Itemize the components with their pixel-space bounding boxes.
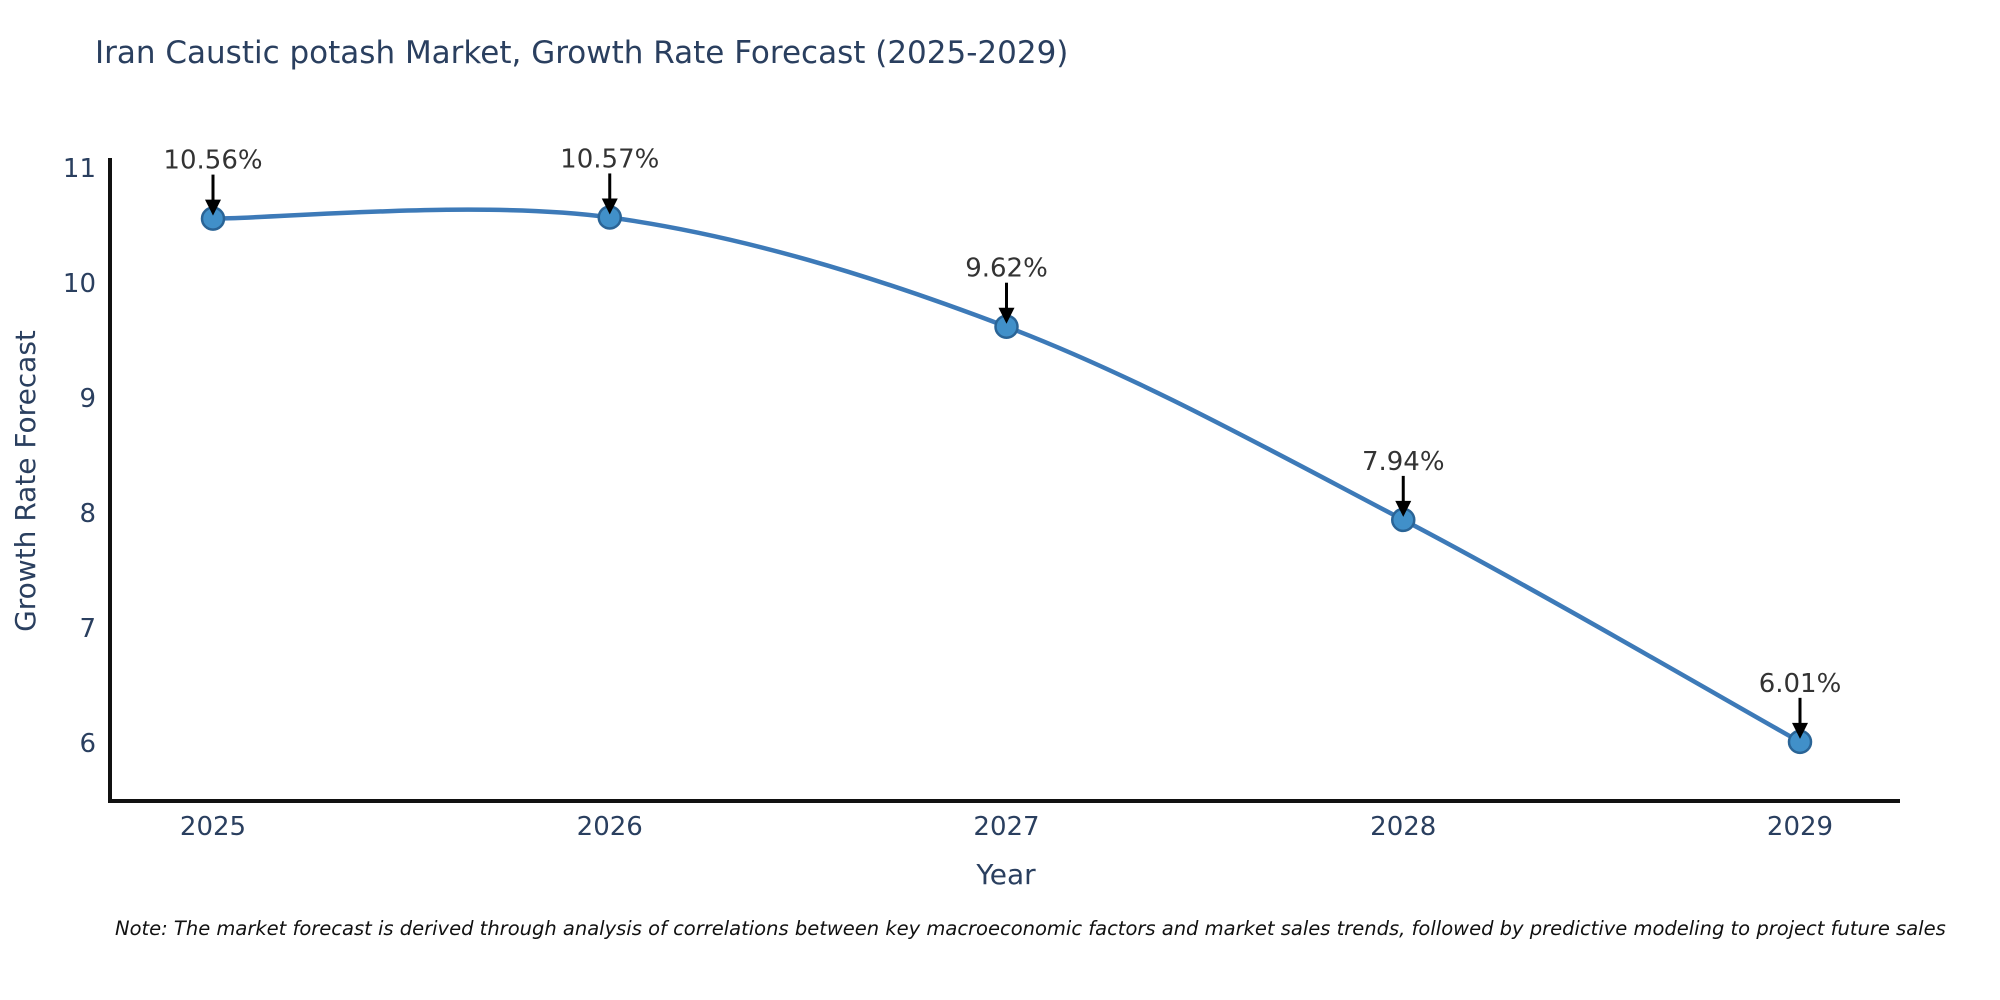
- x-tick-label: 2027: [973, 812, 1039, 842]
- plot-area: 6 7 8 9 10 11 2025 2026 2027 2028 2029 10.56% 10.57%…: [63, 144, 1841, 842]
- annotation-arrowhead: [1395, 500, 1412, 517]
- x-tick-label: 2025: [180, 812, 246, 842]
- x-axis-title: Year: [975, 858, 1036, 891]
- y-tick-label: 10: [63, 269, 96, 299]
- x-tick-label: 2026: [577, 812, 643, 842]
- point-value-label: 9.62%: [965, 254, 1048, 284]
- y-tick-label: 9: [79, 384, 96, 414]
- y-axis-title: Growth Rate Forecast: [9, 330, 42, 632]
- point-value-label: 7.94%: [1362, 447, 1445, 477]
- y-tick-label: 7: [79, 614, 96, 644]
- x-tick-label: 2029: [1767, 812, 1833, 842]
- note-text: Note: The market forecast is derived thr…: [115, 917, 1946, 940]
- point-value-label: 10.56%: [163, 146, 262, 176]
- annotation-arrowhead: [1792, 722, 1808, 739]
- y-tick-label: 6: [79, 729, 96, 759]
- y-tick-label: 11: [63, 154, 96, 184]
- annotation-arrowhead: [205, 199, 221, 216]
- point-value-label: 10.57%: [560, 144, 659, 174]
- y-tick-label: 8: [79, 499, 96, 529]
- point-value-label: 6.01%: [1759, 669, 1842, 699]
- annotation-arrowhead: [601, 198, 618, 215]
- annotation-arrowhead: [998, 307, 1015, 324]
- x-tick-label: 2028: [1370, 812, 1436, 842]
- chart-title: Iran Caustic potash Market, Growth Rate …: [95, 35, 1068, 71]
